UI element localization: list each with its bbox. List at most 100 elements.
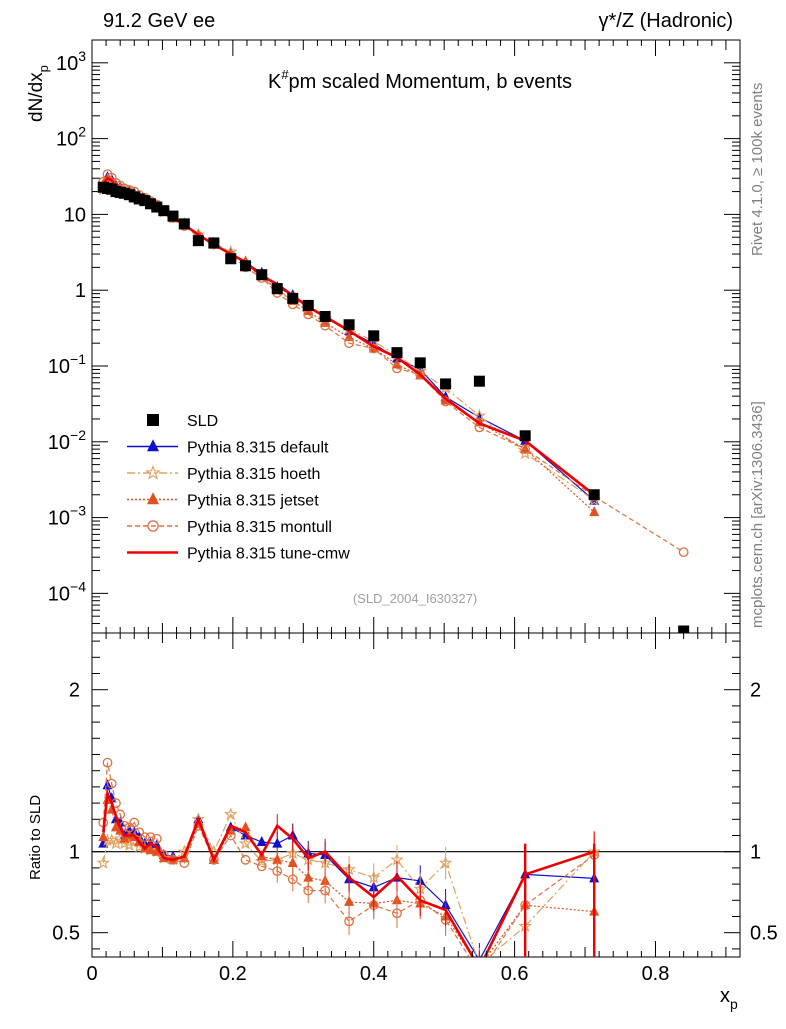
- ratio-point: [240, 854, 251, 865]
- ratio-point: [256, 835, 267, 846]
- ratio-y-axis-label: Ratio to SLD: [27, 795, 44, 880]
- ratio-point: [102, 757, 113, 768]
- ratio-point: [139, 832, 150, 843]
- y-tick-label: 10−4: [48, 578, 86, 605]
- ratio-plot-area: [91, 632, 741, 978]
- x-tick-label: 0.6: [501, 963, 529, 985]
- ratio-point: [145, 844, 156, 855]
- process-label: γ*/Z (Hadronic): [599, 10, 733, 32]
- ratio-series-line: [102, 813, 595, 957]
- ratio-tick-label-right: 0.5: [750, 923, 778, 945]
- data-point: [158, 205, 170, 217]
- x-tick-label: 0.4: [360, 963, 388, 985]
- legend-item: Pythia 8.315 default: [127, 439, 329, 457]
- legend-item: SLD: [147, 413, 218, 430]
- plot-title-sup: #: [281, 67, 289, 82]
- legend-item: Pythia 8.315 jetset: [127, 492, 319, 510]
- y-axis-label: dN/dxp: [26, 65, 51, 122]
- ratio-point: [122, 838, 137, 852]
- analysis-label: (SLD_2004_I630327): [353, 591, 477, 606]
- ratio-point: [98, 831, 109, 842]
- data-point: [240, 260, 252, 272]
- legend-label: Pythia 8.315 montull: [187, 519, 332, 536]
- data-point: [302, 299, 314, 311]
- ratio-point: [129, 817, 140, 828]
- ratio-point: [106, 778, 117, 789]
- plot-title-rest: pm scaled Momentum, b events: [289, 71, 572, 93]
- y-tick-label: 10−1: [48, 351, 86, 378]
- data-point: [144, 198, 156, 210]
- data-point: [256, 269, 268, 281]
- ratio-tick-label-right: 2: [750, 680, 761, 702]
- legend-label: Pythia 8.315 tune-cmw: [187, 546, 350, 563]
- y-tick-label: 10: [64, 204, 86, 226]
- x-tick-label: 0.2: [219, 963, 247, 985]
- ratio-point: [98, 837, 109, 848]
- y-tick-label: 103: [56, 48, 86, 75]
- ratio-point: [208, 854, 219, 865]
- legend-label: SLD: [187, 413, 218, 430]
- y-tick-label: 10−3: [48, 503, 86, 530]
- ratio-point: [238, 836, 253, 850]
- data-point: [440, 378, 452, 390]
- series-point: [678, 547, 689, 558]
- ratio-point: [223, 807, 238, 821]
- legend-marker: [147, 492, 159, 505]
- data-point: [139, 195, 151, 207]
- data-point: [287, 292, 299, 304]
- legend-marker: [145, 464, 161, 480]
- data-point: [151, 201, 163, 213]
- legend: SLD Pythia 8.315 default Pythia 8.315 hoet…: [127, 413, 350, 563]
- ratio-point: [256, 861, 267, 872]
- ratio-point: [474, 960, 484, 970]
- data-point: [178, 218, 190, 230]
- data-point: [473, 375, 485, 387]
- ratio-point: [96, 855, 111, 869]
- data-point: [343, 319, 355, 331]
- data-point: [519, 430, 531, 442]
- series-line: [102, 178, 595, 513]
- ratio-point: [240, 821, 251, 832]
- legend-item: Pythia 8.315 montull: [127, 519, 332, 536]
- ratio-tick-label-right: 1: [750, 842, 761, 864]
- ratio-point: [119, 832, 130, 843]
- rivet-label: Rivet 4.1.0, ≥ 100k events: [749, 83, 766, 256]
- legend-item: Pythia 8.315 tune-cmw: [127, 546, 350, 563]
- x-axis-label: xp: [720, 985, 738, 1012]
- mcplots-label: mcplots.cern.ch [arXiv:1306.3436]: [749, 401, 766, 628]
- ratio-series-layer: [96, 757, 601, 978]
- data-point: [225, 253, 237, 265]
- ratio-tick-label: 2: [69, 680, 80, 702]
- data-point: [368, 330, 380, 342]
- y-tick-label: 1: [75, 280, 86, 302]
- main-series-layer: [96, 169, 690, 633]
- x-tick-label: 0.8: [642, 963, 670, 985]
- legend-marker: [147, 520, 159, 532]
- series-2: [98, 173, 600, 517]
- y-tick-label: 102: [56, 124, 86, 151]
- ratio-frame-border: [91, 632, 741, 958]
- data-point: [391, 347, 403, 359]
- data-point: [588, 489, 600, 501]
- series-point: [391, 358, 402, 369]
- data-point: [319, 310, 331, 322]
- ratio-point: [134, 827, 145, 838]
- legend-label: Pythia 8.315 hoeth: [187, 466, 320, 483]
- energy-label: 91.2 GeV ee: [103, 10, 215, 32]
- ratio-point: [124, 822, 135, 833]
- ratio-tick-label: 1: [69, 842, 80, 864]
- data-point: [208, 237, 220, 249]
- plot-title: K#pm scaled Momentum, b events: [268, 67, 572, 93]
- data-point: [271, 283, 283, 295]
- plot-title-main: K: [268, 71, 282, 93]
- legend-marker: [147, 439, 159, 452]
- series-point: [589, 506, 600, 517]
- ratio-point: [475, 969, 484, 978]
- series-point: [520, 444, 531, 455]
- ratio-tick-label: 0.5: [52, 923, 80, 945]
- y-tick-label: 10−2: [48, 427, 86, 454]
- ratio-point: [151, 833, 162, 844]
- series-point: [520, 443, 531, 454]
